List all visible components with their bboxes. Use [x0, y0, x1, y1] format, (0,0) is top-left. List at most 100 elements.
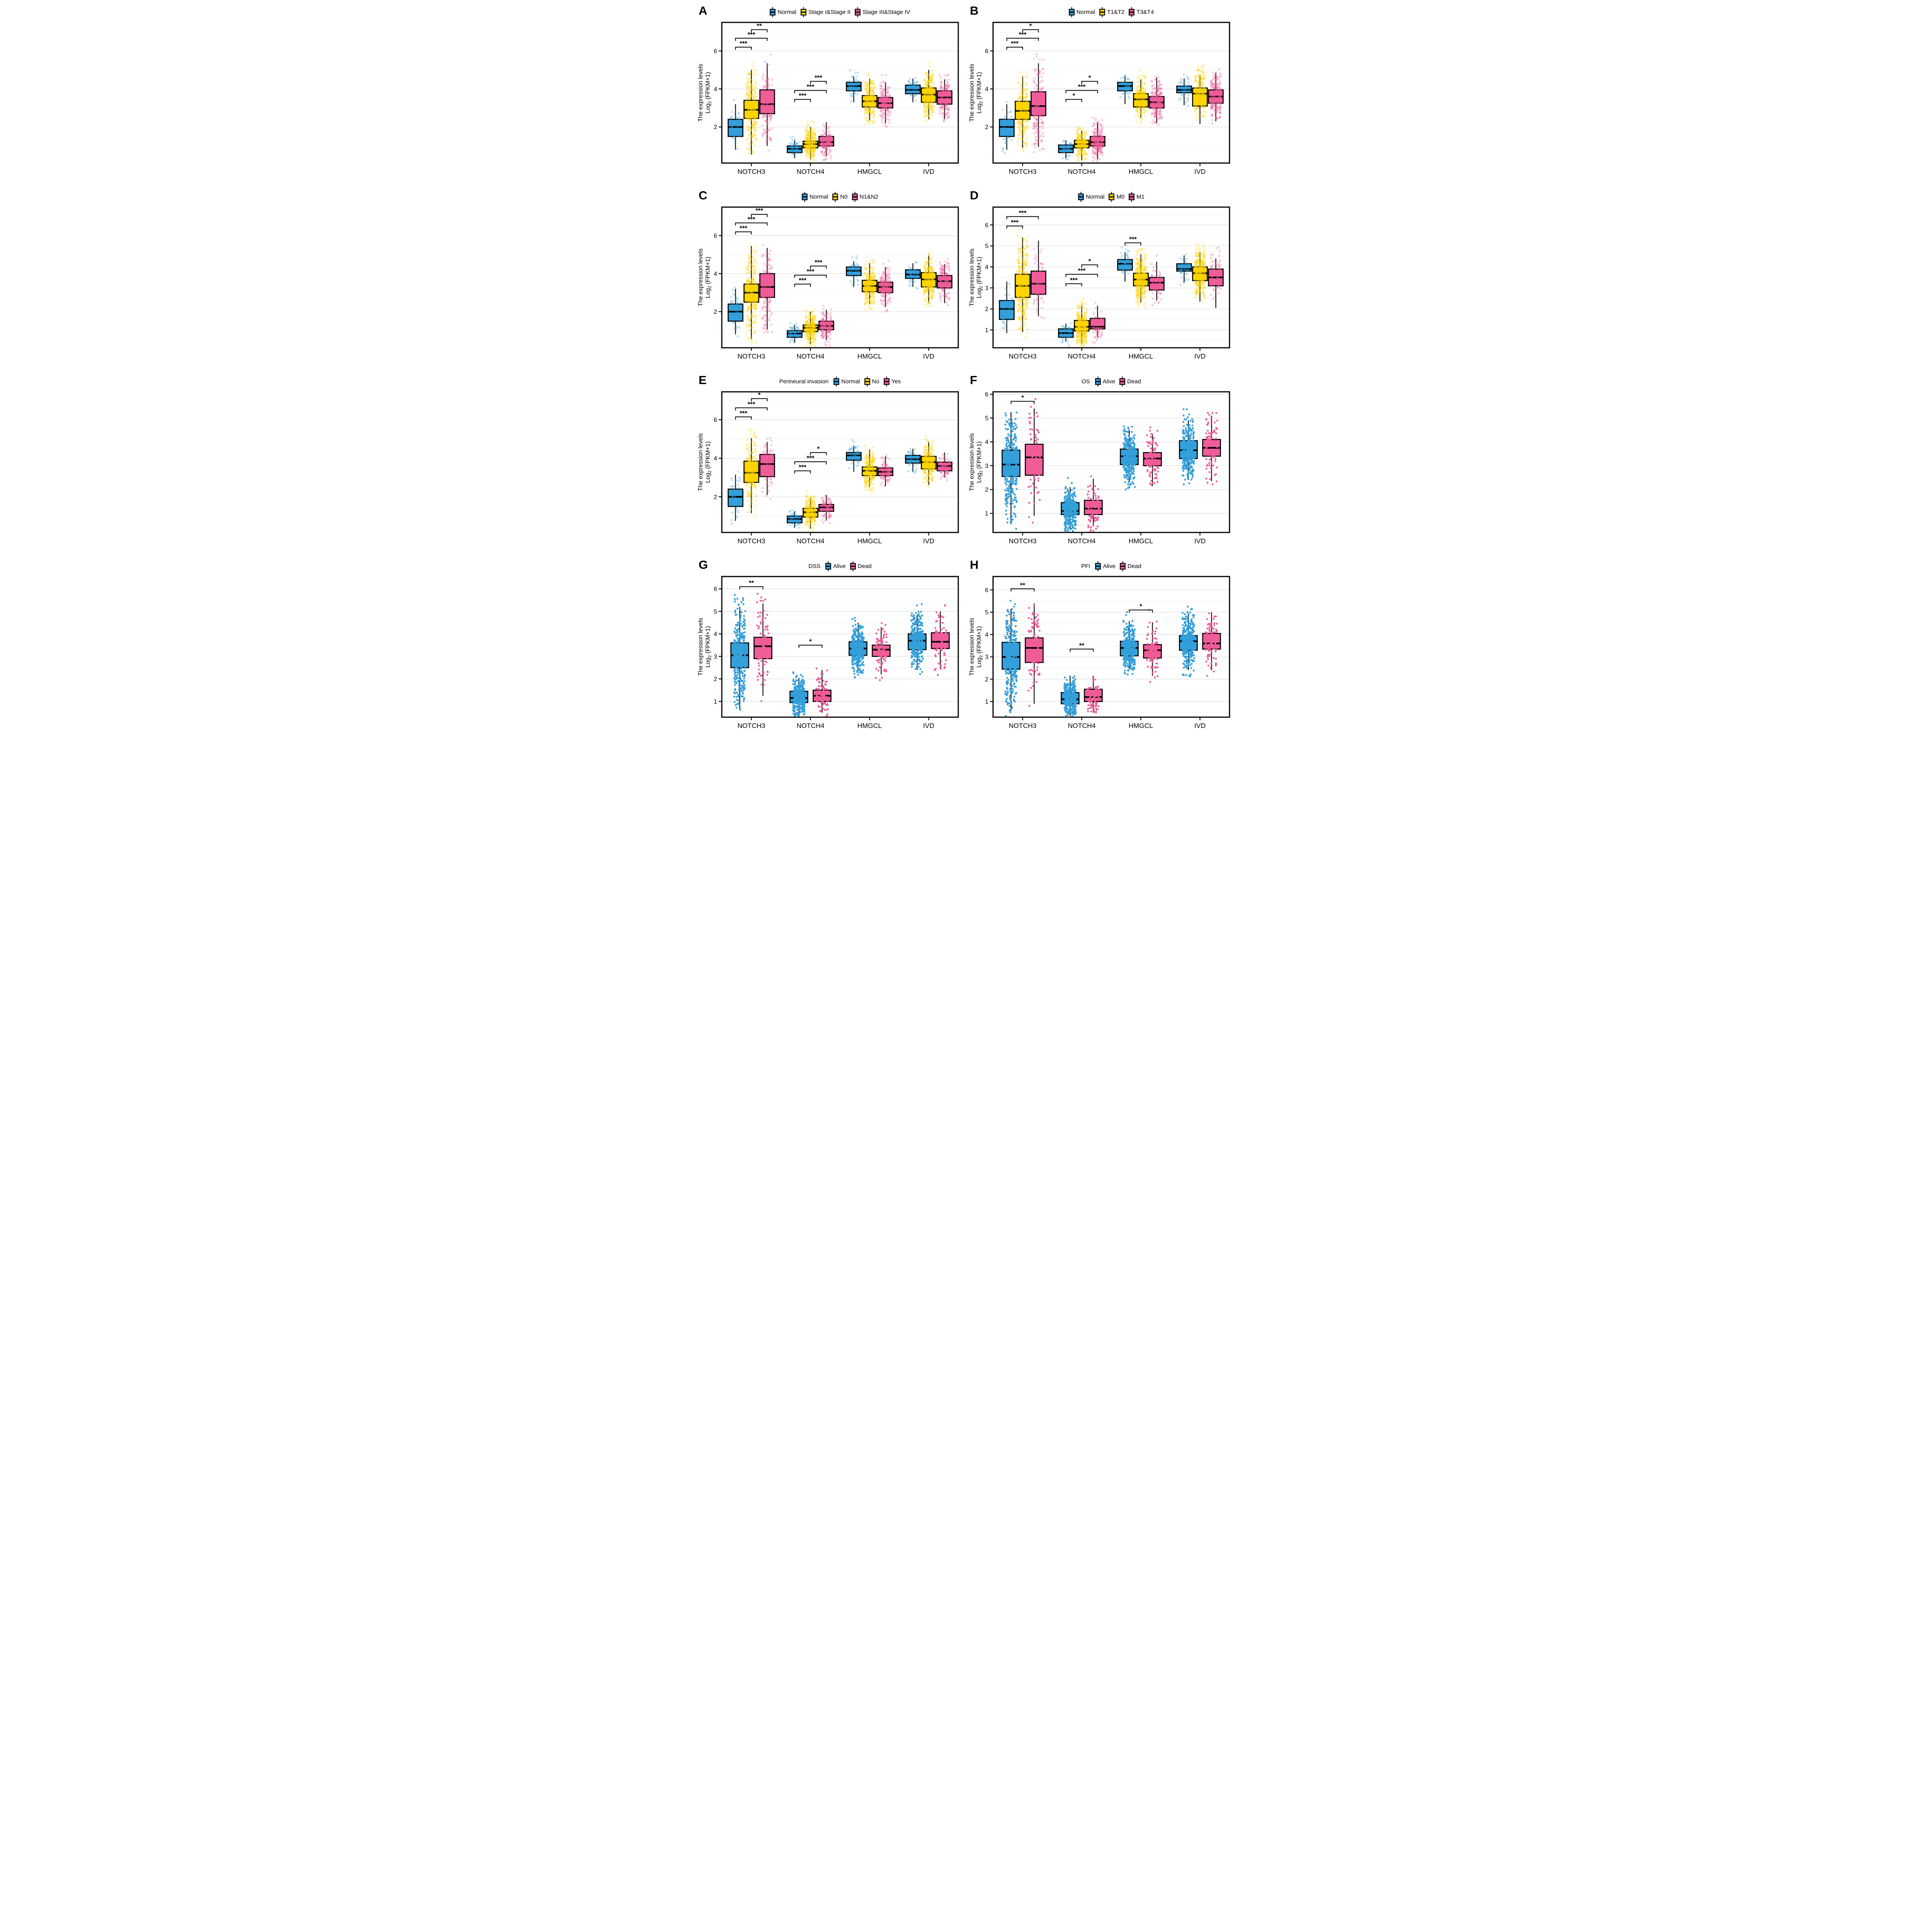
- svg-text:2: 2: [985, 124, 988, 131]
- panel-legend: PFI Alive Dead: [993, 561, 1230, 571]
- legend-item-label: Stage I&Stage II: [808, 9, 851, 15]
- boxplot-key-icon: [1129, 192, 1135, 202]
- legend-item: Yes: [883, 376, 901, 387]
- legend-item: M0: [1109, 192, 1124, 202]
- legend-item-label: M0: [1116, 194, 1125, 200]
- svg-text:HMGCL: HMGCL: [1129, 168, 1153, 175]
- panel-E: E Perineural invasion Normal No Yes *** *** *…: [697, 372, 964, 553]
- figure-page: A Normal Stage I&Stage II Stage III&Stage …: [694, 0, 1238, 740]
- legend-item-label: Normal: [1085, 194, 1105, 200]
- panel-C: C Normal N0 N1&N2 *** *** *** *** *** *** 2 4 6 NOT…: [697, 188, 964, 368]
- svg-text:NOTCH3: NOTCH3: [738, 168, 765, 175]
- panel-legend: Normal Stage I&Stage II Stage III&Stage IV: [722, 7, 958, 17]
- panel-legend: Normal M0 M1: [993, 192, 1230, 202]
- svg-text:4: 4: [714, 86, 717, 93]
- legend-item: M1: [1129, 192, 1145, 202]
- boxplot-key-icon: [1120, 561, 1126, 571]
- legend-item-label: Alive: [833, 563, 846, 570]
- legend-item-label: T1&T2: [1107, 9, 1125, 15]
- svg-text:***: ***: [815, 74, 822, 81]
- legend-item: Dead: [850, 561, 872, 571]
- boxplot-key-icon: [833, 376, 840, 387]
- panel-legend: Normal T1&T2 T3&T4: [993, 7, 1230, 17]
- svg-text:*: *: [1073, 92, 1075, 99]
- legend-item: No: [864, 376, 879, 387]
- legend-item-label: Stage III&Stage IV: [862, 9, 910, 15]
- boxplot-key-icon: [1099, 7, 1105, 17]
- panel-letter: F: [970, 373, 977, 387]
- svg-text:NOTCH3: NOTCH3: [1009, 168, 1037, 175]
- boxplot-key-icon: [883, 376, 889, 387]
- svg-text:NOTCH4: NOTCH4: [1068, 168, 1096, 175]
- boxplot-key-icon: [832, 192, 838, 202]
- legend-item: Normal: [802, 192, 828, 202]
- panel-letter: H: [970, 558, 979, 571]
- svg-text:*: *: [1088, 74, 1091, 81]
- svg-text:NOTCH4: NOTCH4: [797, 168, 825, 175]
- legend-item-label: N0: [840, 194, 848, 200]
- svg-text:Log2 (FPKM+1): Log2 (FPKM+1): [976, 72, 984, 113]
- svg-text:*: *: [1029, 22, 1032, 30]
- boxplot-key-icon: [850, 561, 856, 571]
- legend-title: PFI: [1081, 563, 1090, 570]
- legend-item-label: Alive: [1102, 378, 1116, 385]
- legend-item-label: Normal: [810, 194, 828, 200]
- legend-item: N1&N2: [852, 192, 878, 202]
- legend-item: Dead: [1120, 561, 1141, 571]
- legend-item-label: No: [872, 378, 879, 385]
- svg-text:***: ***: [799, 92, 806, 99]
- legend-item: Normal: [1068, 7, 1095, 17]
- panel-D: D Normal M0 M1 *** *** *** *** * *** 1 2 3 4 5 6 NOTCH…: [968, 188, 1235, 368]
- panel-G: G DSS Alive Dead ** * 1 2 3 4 5 6 NOTCH3 NOTCH4 HMGC…: [697, 557, 964, 737]
- svg-text:HMGCL: HMGCL: [857, 168, 882, 175]
- panel-A: A Normal Stage I&Stage II Stage III&Stage …: [697, 3, 964, 183]
- legend-title: Perineural invasion: [779, 378, 829, 385]
- legend-item: Normal: [770, 7, 796, 17]
- boxplot-key-icon: [802, 192, 808, 202]
- panel-legend: Perineural invasion Normal No Yes: [722, 376, 958, 387]
- legend-item: T1&T2: [1099, 7, 1124, 17]
- boxplot-key-icon: [1119, 376, 1126, 387]
- boxplot-key-icon: [855, 7, 861, 17]
- boxplot-key-icon: [770, 7, 776, 17]
- legend-item-label: Normal: [1076, 9, 1095, 15]
- svg-text:**: **: [757, 22, 762, 30]
- svg-text:Log2 (FPKM+1): Log2 (FPKM+1): [705, 72, 713, 113]
- svg-text:6: 6: [985, 48, 988, 54]
- panel-letter: C: [699, 189, 707, 202]
- svg-text:***: ***: [748, 31, 755, 38]
- svg-text:***: ***: [807, 83, 815, 90]
- boxplot-key-icon: [1078, 192, 1084, 202]
- legend-item: Dead: [1119, 376, 1141, 387]
- boxplot-key-icon: [1129, 7, 1135, 17]
- boxplot-key-icon: [800, 7, 806, 17]
- legend-item-label: Dead: [1127, 378, 1141, 385]
- legend-item-label: Dead: [1128, 563, 1141, 570]
- boxplot-key-icon: [864, 376, 870, 387]
- panel-legend: Normal N0 N1&N2: [722, 192, 958, 202]
- legend-item-label: Yes: [891, 378, 901, 385]
- legend-item: T3&T4: [1129, 7, 1154, 17]
- legend-item-label: T3&T4: [1136, 9, 1154, 15]
- panel-B: B Normal T1&T2 T3&T4 *** *** * * *** * 2 4 6 NOTCH3…: [968, 3, 1235, 183]
- legend-item: Alive: [1095, 561, 1116, 571]
- svg-text:The expression levels: The expression levels: [697, 64, 704, 122]
- legend-item: Normal: [833, 376, 860, 387]
- legend-item-label: M1: [1136, 194, 1145, 200]
- legend-item: Alive: [1095, 376, 1116, 387]
- legend-item-label: Normal: [841, 378, 860, 385]
- svg-text:***: ***: [1011, 40, 1019, 47]
- svg-text:***: ***: [740, 40, 747, 47]
- panel-letter: E: [699, 373, 707, 387]
- legend-item: Alive: [825, 561, 846, 571]
- svg-text:The expression levels: The expression levels: [969, 64, 975, 122]
- panel-letter: A: [699, 4, 707, 17]
- svg-text:***: ***: [1078, 83, 1086, 90]
